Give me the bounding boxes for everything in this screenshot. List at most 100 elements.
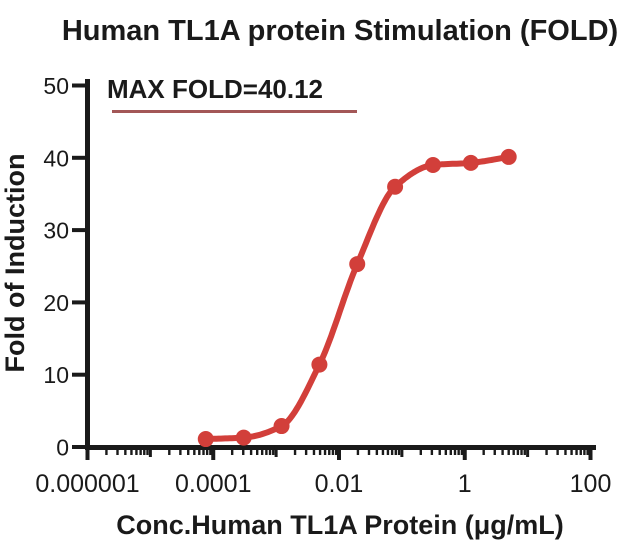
x-minor-tick	[453, 445, 457, 455]
x-tick-label: 0.000001	[35, 470, 139, 498]
x-minor-tick	[260, 445, 264, 455]
x-minor-tick	[135, 445, 138, 455]
x-minor-tick	[579, 445, 582, 455]
y-tick	[72, 300, 85, 305]
x-minor-tick	[507, 445, 510, 455]
x-decade-tick	[274, 445, 278, 457]
y-tick	[72, 372, 85, 377]
y-axis-spine	[85, 79, 90, 450]
x-minor-tick	[205, 445, 209, 455]
x-minor-tick	[501, 445, 504, 455]
x-minor-tick	[209, 445, 212, 455]
y-tick-label: 0	[56, 435, 69, 461]
chart-title: Human TL1A protein Stimulation (FOLD)	[62, 15, 618, 47]
x-minor-tick	[198, 445, 201, 455]
x-minor-tick	[130, 445, 133, 455]
x-minor-tick	[334, 445, 338, 455]
x-minor-tick	[116, 445, 119, 455]
y-tick-label: 30	[43, 218, 69, 244]
x-axis-title: Conc.Human TL1A Protein (μg/mL)	[116, 510, 564, 540]
data-point	[500, 148, 517, 165]
x-minor-tick	[419, 445, 423, 455]
x-minor-tick	[293, 445, 297, 455]
data-point	[235, 429, 252, 446]
x-major-tick	[337, 445, 341, 460]
x-minor-tick	[318, 445, 322, 455]
x-major-tick	[588, 445, 593, 460]
x-minor-tick	[272, 445, 275, 455]
max-fold-annotation: MAX FOLD=40.12	[107, 74, 323, 104]
axes: 0 10 20 30 40 50 0.000001 0.0001 0.01 1 100	[35, 73, 611, 498]
y-tick	[72, 445, 85, 449]
x-minor-tick	[193, 445, 196, 455]
x-minor-tick	[444, 445, 448, 455]
y-tick	[72, 155, 85, 160]
x-minor-tick	[516, 445, 520, 455]
x-minor-tick	[146, 445, 149, 455]
x-minor-tick	[523, 445, 526, 455]
x-minor-tick	[124, 445, 127, 455]
fit-curve	[202, 153, 512, 442]
x-minor-tick	[242, 445, 245, 455]
x-tick-label: 0.01	[315, 470, 364, 498]
x-minor-tick	[179, 445, 182, 455]
x-minor-tick	[583, 445, 586, 455]
x-minor-tick	[556, 445, 559, 455]
x-minor-tick	[143, 445, 146, 455]
x-minor-tick	[367, 445, 371, 455]
x-minor-tick	[493, 445, 496, 455]
y-tick-label: 40	[43, 145, 69, 171]
x-minor-tick	[545, 445, 548, 455]
x-minor-tick	[249, 445, 253, 455]
data-point	[273, 418, 290, 435]
x-minor-tick	[328, 445, 331, 455]
x-major-tick	[462, 445, 467, 460]
x-minor-tick	[564, 445, 567, 455]
data-point	[311, 356, 328, 373]
x-minor-tick	[457, 445, 460, 455]
x-minor-tick	[323, 445, 327, 455]
x-minor-tick	[381, 445, 385, 455]
x-minor-tick	[168, 445, 171, 455]
data-point	[424, 157, 441, 174]
x-tick-label: 100	[570, 470, 612, 498]
x-minor-tick	[482, 445, 485, 455]
x-minor-tick	[438, 445, 441, 455]
x-tick-label: 1	[458, 470, 472, 498]
x-minor-tick	[255, 445, 259, 455]
x-minor-tick	[430, 445, 434, 455]
x-minor-tick	[268, 445, 272, 455]
x-decade-tick	[526, 445, 530, 457]
x-decade-tick	[400, 445, 404, 457]
x-minor-tick	[187, 445, 190, 455]
x-minor-tick	[394, 445, 397, 455]
x-minor-tick	[520, 445, 523, 455]
x-minor-tick	[139, 445, 142, 455]
x-minor-tick	[304, 445, 308, 455]
x-minor-tick	[449, 445, 453, 455]
x-minor-tick	[375, 445, 379, 455]
x-minor-tick	[202, 445, 205, 455]
x-minor-tick	[356, 445, 360, 455]
x-minor-tick	[390, 445, 394, 455]
annotation-underline	[112, 110, 357, 113]
x-major-tick	[211, 445, 216, 460]
x-tick-label: 0.0001	[175, 470, 251, 498]
y-tick	[72, 228, 85, 233]
x-minor-tick	[570, 445, 573, 455]
dose-response-series	[197, 148, 517, 448]
x-minor-tick	[397, 445, 401, 455]
data-point	[387, 178, 404, 195]
x-minor-tick	[331, 445, 335, 455]
x-decade-tick	[148, 445, 152, 457]
x-minor-tick	[586, 445, 589, 455]
x-minor-tick	[575, 445, 578, 455]
x-major-tick	[85, 445, 90, 460]
x-minor-tick	[386, 445, 390, 455]
y-axis-title: Fold of Induction	[0, 154, 30, 373]
y-tick-label: 10	[43, 362, 69, 388]
x-minor-tick	[512, 445, 515, 455]
y-tick	[72, 83, 85, 88]
